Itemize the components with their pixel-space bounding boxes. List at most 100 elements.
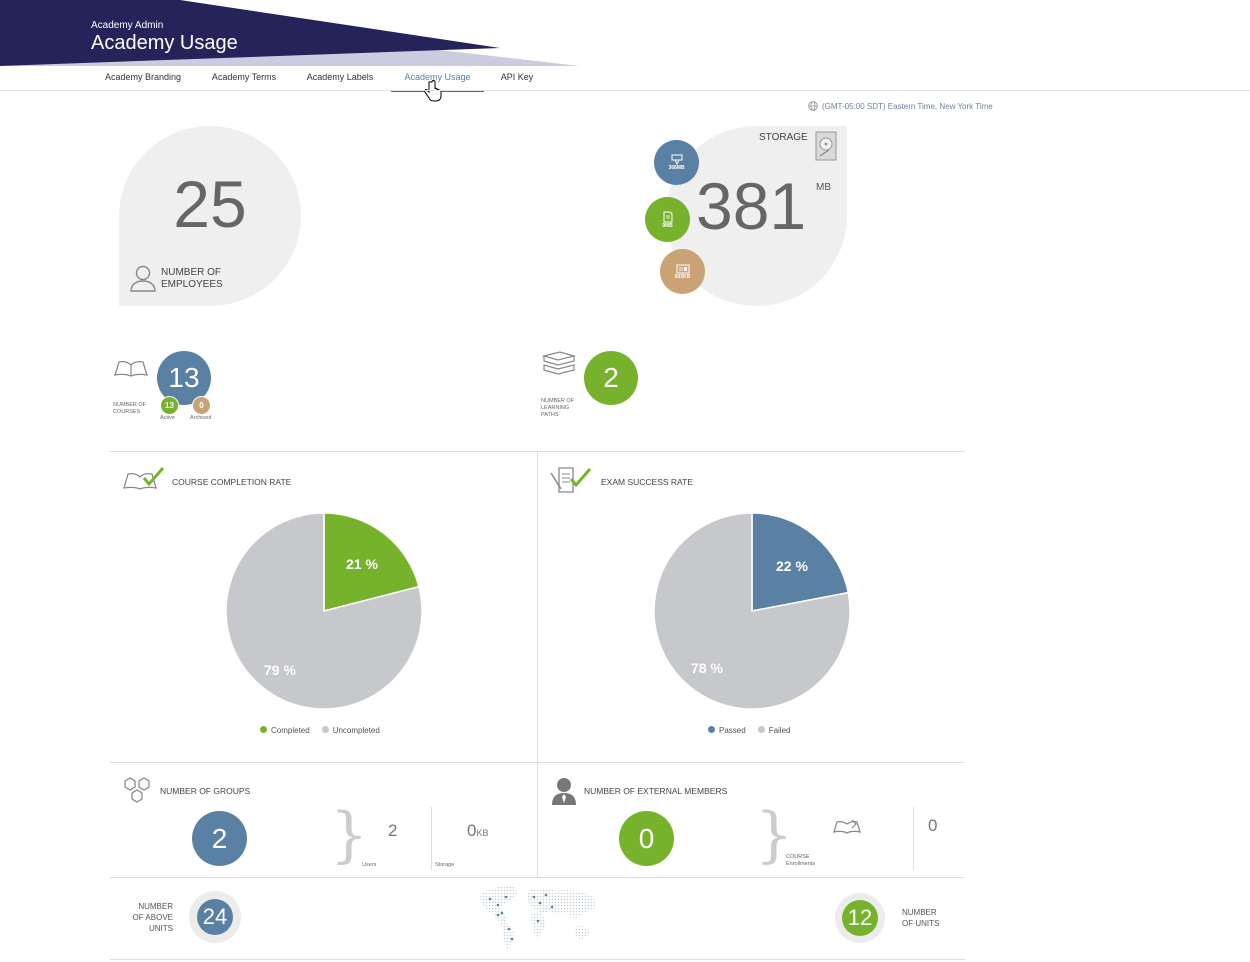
learning-paths-label-line3: PATHS [541, 412, 559, 418]
external-course-label-line1: COURSE [786, 854, 810, 860]
legend-item-uncompleted: Uncompleted [321, 726, 380, 735]
external-enrollments-count: 0 [928, 816, 938, 835]
tab-academy-terms[interactable]: Academy Terms [211, 72, 277, 82]
course-completion-title: COURSE COMPLETION RATE [172, 477, 292, 487]
divider [431, 807, 432, 870]
storage-videos-size: 368MB [668, 165, 685, 171]
page-title: Academy Usage [91, 32, 238, 54]
divider [913, 807, 914, 870]
employees-label-line1: NUMBER OF [161, 267, 221, 278]
learning-paths-count-circle: 2 [584, 351, 638, 405]
exam-success-pie [653, 512, 851, 710]
storage-images-circle: 503KB [660, 249, 705, 294]
tab-academy-branding[interactable]: Academy Branding [104, 72, 182, 82]
open-book-icon [114, 360, 148, 377]
hexagon-group-icon [124, 777, 150, 803]
divider [110, 877, 965, 878]
legend-label-uncompleted: Uncompleted [332, 726, 380, 735]
groups-storage-label: Storage [435, 862, 455, 868]
groups-storage-value: 0KB [467, 821, 488, 841]
external-course-label: COURSE Enrollments [786, 854, 815, 868]
groups-users-label: Users [362, 862, 377, 868]
member-icon [552, 778, 576, 805]
tab-api-key[interactable]: API Key [500, 72, 534, 82]
course-completion-slice-label-completed: 21 % [346, 556, 378, 572]
external-members-count-circle: 0 [619, 811, 674, 866]
book-check-icon [123, 467, 165, 490]
groups-count-circle: 2 [192, 811, 247, 866]
timezone-text: (GMT-05:00 SDT) Eastern Time, New York T… [822, 101, 993, 111]
groups-users-count: 2 [388, 821, 398, 840]
course-completion-legend: Completed Uncompleted [260, 726, 380, 735]
above-units-label-line3: UNITS [149, 924, 173, 933]
bracket: } [755, 800, 794, 870]
courses-archived-badge: 0 [192, 396, 211, 415]
bracket: } [330, 800, 369, 870]
units-label-line1: NUMBER [902, 908, 937, 917]
exam-success-slice-failed[interactable] [653, 512, 851, 710]
divider [110, 762, 965, 763]
course-completion-slice-uncompleted[interactable] [225, 512, 423, 710]
exam-success-slice-label-passed: 22 % [776, 558, 808, 574]
employees-count: 25 [173, 167, 247, 241]
above-units-label-line2: OF ABOVE [132, 913, 173, 922]
hand-pointer-icon [424, 80, 442, 102]
units-label: NUMBER OF UNITS [902, 907, 939, 929]
above-units-count-circle: 24 [197, 899, 233, 935]
storage-videos-circle: 368MB [654, 140, 699, 185]
courses-active-badge: 13 [160, 396, 179, 415]
courses-active-label: Active [160, 415, 175, 421]
above-units-label-line1: NUMBER [138, 902, 173, 911]
storage-unit: MB [816, 182, 831, 193]
divider [537, 452, 538, 877]
document-icon [663, 211, 672, 222]
video-icon [671, 154, 682, 165]
storage-documents-size: 9MB [662, 222, 673, 229]
learning-paths-label-line2: LEARNING [541, 405, 570, 411]
legend-label-passed: Passed [719, 726, 746, 735]
book-stack-icon [541, 351, 577, 375]
units-label-line2: OF UNITS [902, 919, 940, 928]
employees-label: NUMBER OF EMPLOYEES [161, 267, 223, 291]
legend-item-passed: Passed [708, 726, 746, 735]
groups-storage-number: 0 [467, 821, 477, 840]
image-icon [676, 264, 689, 273]
courses-label: NUMBER OF COURSES [113, 402, 146, 416]
tab-academy-labels[interactable]: Academy Labels [306, 72, 374, 82]
courses-archived-label: Archived [190, 415, 212, 421]
storage-documents-circle: 9MB [645, 197, 690, 242]
divider [110, 451, 965, 452]
exam-success-title: EXAM SUCCESS RATE [601, 477, 693, 487]
storage-images-size: 503KB [674, 273, 691, 280]
courses-label-line2: COURSES [113, 409, 141, 415]
course-completion-slice-completed[interactable] [323, 512, 420, 612]
learning-paths-label: NUMBER OF LEARNING PATHS [541, 398, 574, 419]
exam-success-legend: Passed Failed [708, 726, 790, 735]
exam-success-slice-label-failed: 78 % [691, 660, 723, 676]
units-count-circle: 12 [842, 900, 878, 936]
external-course-label-line2: Enrollments [786, 861, 816, 867]
exam-check-icon [550, 467, 592, 493]
course-enrollment-icon [833, 819, 861, 834]
user-icon [130, 265, 156, 292]
storage-value: 381 [696, 169, 807, 243]
exam-success-slice-passed[interactable] [751, 512, 850, 612]
hard-drive-icon [815, 131, 837, 161]
course-completion-pie [225, 512, 423, 710]
legend-item-completed: Completed [260, 726, 310, 735]
learning-paths-label-line1: NUMBER OF [541, 398, 574, 404]
course-completion-slice-label-uncompleted: 79 % [264, 662, 296, 678]
groups-title: NUMBER OF GROUPS [160, 786, 251, 796]
legend-label-failed: Failed [768, 726, 791, 735]
header-banner [0, 0, 580, 66]
external-members-title: NUMBER OF EXTERNAL MEMBERS [584, 786, 728, 796]
courses-label-line1: NUMBER OF [113, 402, 146, 408]
storage-title: STORAGE [759, 132, 808, 143]
groups-storage-unit: KB [476, 828, 489, 838]
world-map-icon [480, 886, 597, 949]
legend-label-completed: Completed [271, 726, 310, 735]
divider [110, 959, 965, 960]
timezone-link[interactable]: (GMT-05:00 SDT) Eastern Time, New York T… [808, 101, 993, 111]
employees-label-line2: EMPLOYEES [161, 279, 223, 290]
breadcrumb[interactable]: Academy Admin [91, 20, 164, 31]
